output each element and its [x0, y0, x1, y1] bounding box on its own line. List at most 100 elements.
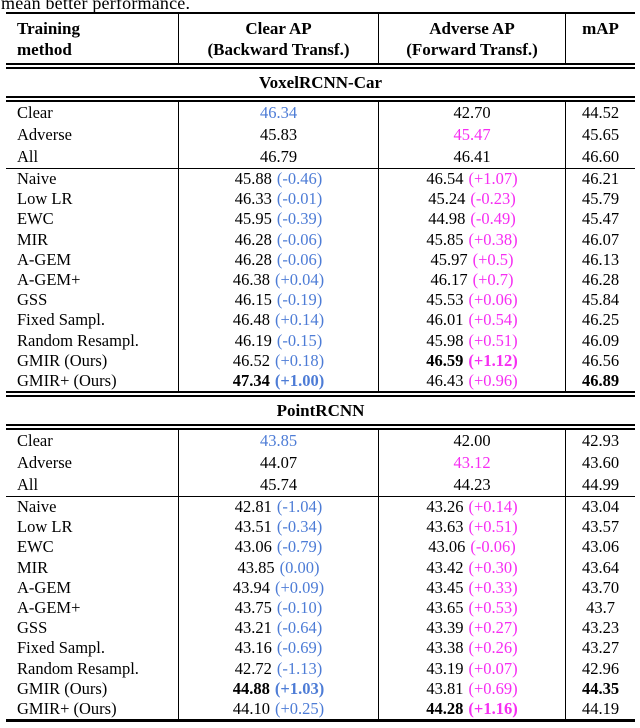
table-row: EWC 43.06 (-0.79) 43.06 (-0.06) 43.06 — [6, 537, 635, 558]
header-clear-ap: Clear AP (Backward Transf.) — [178, 14, 378, 63]
clear-ap-cell: 46.28 (-0.06) — [178, 229, 378, 250]
table-top-rule — [6, 12, 635, 14]
header-adverse-ap: Adverse AP (Forward Transf.) — [378, 14, 565, 63]
ap-value: 47.34 — [232, 370, 270, 390]
adverse-ap-cell: 46.17 (+0.7) — [378, 269, 565, 291]
method-cell: Naive — [17, 169, 57, 188]
adverse-ap-cell: 43.12 — [378, 452, 565, 475]
ap-delta: (+1.03) — [274, 678, 325, 698]
method-cell: All — [17, 147, 39, 166]
adverse-ap-cell: 44.28 (+1.16) — [378, 698, 565, 720]
ap-delta: (+0.33) — [468, 577, 518, 597]
table-row: Random Resampl. 42.72 (-1.13) 43.19 (+0.07) 4… — [6, 658, 635, 679]
ap-value: 46.59 — [426, 350, 464, 370]
ap-value: 45.97 — [430, 249, 468, 269]
adverse-ap-cell: 45.98 (+0.51) — [378, 330, 565, 351]
ap-value: 43.51 — [234, 517, 272, 537]
ap-delta: (-0.34) — [276, 517, 323, 537]
clear-ap-cell: 46.28 (-0.06) — [178, 249, 378, 270]
method-cell: Adverse — [17, 125, 72, 144]
clear-ap-cell: 46.38 (+0.04) — [178, 269, 378, 291]
ap-delta: (+0.69) — [468, 678, 518, 698]
ap-value: 44.10 — [232, 698, 270, 718]
ap-value: 43.42 — [426, 557, 464, 577]
ap-value: 43.65 — [426, 598, 464, 617]
ap-delta: (-0.06) — [276, 229, 323, 249]
ap-value: 43.81 — [426, 678, 464, 698]
map-cell: 43.57 — [565, 517, 635, 538]
ap-delta: (0.00) — [279, 557, 320, 577]
ap-value: 45.84 — [581, 290, 620, 310]
ap-value: 43.16 — [234, 638, 272, 658]
ap-delta: (-0.10) — [276, 598, 323, 617]
ap-value: 46.52 — [232, 350, 270, 370]
adverse-ap-cell: 43.65 (+0.53) — [378, 598, 565, 619]
ap-delta: (-0.01) — [276, 189, 323, 209]
adverse-ap-cell: 43.39 (+0.27) — [378, 618, 565, 639]
map-cell: 46.07 — [565, 229, 635, 250]
ap-value: 45.95 — [234, 209, 272, 229]
table-row: Fixed Sampl. 46.48 (+0.14) 46.01 (+0.54) 46.2… — [6, 310, 635, 331]
clear-ap-cell: 43.94 (+0.09) — [178, 577, 378, 599]
table-bottom-rule — [6, 719, 635, 723]
table-row: Low LR 43.51 (-0.34) 43.63 (+0.51) 43.57 — [6, 517, 635, 538]
map-cell: 46.25 — [565, 310, 635, 331]
ap-delta: (-0.15) — [276, 330, 323, 350]
adverse-ap-cell: 43.45 (+0.33) — [378, 577, 565, 599]
adverse-ap-cell: 43.42 (+0.30) — [378, 557, 565, 578]
method-cell: GSS — [17, 618, 48, 638]
header-map-label: mAP — [582, 19, 619, 38]
ap-delta: (+0.14) — [274, 310, 325, 330]
ap-value: 45.74 — [259, 475, 298, 495]
ap-delta: (-0.19) — [276, 290, 323, 310]
map-cell: 44.35 — [565, 678, 635, 699]
section-title: PointRCNN — [276, 401, 365, 421]
ap-value: 45.65 — [581, 125, 620, 144]
table-row: GSS 46.15 (-0.19) 45.53 (+0.06) 45.84 — [6, 290, 635, 311]
table-row: A-GEM+ 46.38 (+0.04) 46.17 (+0.7) 46.28 — [6, 269, 635, 291]
ap-delta: (+0.26) — [468, 638, 518, 658]
clear-ap-cell: 46.33 (-0.01) — [178, 189, 378, 210]
ap-value: 43.06 — [234, 537, 272, 557]
map-cell: 43.27 — [565, 638, 635, 659]
ap-value: 43.45 — [426, 577, 464, 597]
ap-delta: (-0.79) — [276, 537, 323, 557]
table-row: Random Resampl. 46.19 (-0.15) 45.98 (+0.51) 4… — [6, 330, 635, 351]
ap-value: 42.93 — [581, 431, 620, 451]
ap-value: 46.25 — [581, 310, 620, 330]
table-row: Adverse 44.07 43.12 43.60 — [6, 452, 635, 475]
ap-value: 44.35 — [581, 678, 620, 698]
table-row: A-GEM+ 43.75 (-0.10) 43.65 (+0.53) 43.7 — [6, 598, 635, 619]
ap-value: 44.28 — [426, 698, 464, 718]
ap-delta: (+1.16) — [468, 698, 518, 718]
method-cell: GMIR (Ours) — [17, 350, 108, 370]
ap-value: 43.21 — [234, 618, 272, 638]
header-clear-ap-line2: (Backward Transf.) — [207, 40, 350, 59]
ap-delta: (-0.49) — [470, 209, 516, 229]
map-cell: 46.28 — [565, 269, 635, 291]
ap-delta: (+0.04) — [274, 269, 325, 289]
adverse-ap-cell: 43.19 (+0.07) — [378, 658, 565, 679]
method-cell: A-GEM — [17, 577, 72, 597]
adverse-ap-cell: 42.70 — [378, 102, 565, 124]
table-row: MIR 43.85 (0.00) 43.42 (+0.30) 43.64 — [6, 557, 635, 578]
ap-delta: (+0.5) — [472, 249, 514, 269]
table-row: GMIR (Ours) 46.52 (+0.18) 46.59 (+1.12) 46.56 — [6, 350, 635, 371]
ap-value: 45.79 — [581, 189, 620, 209]
table-row: A-GEM 43.94 (+0.09) 43.45 (+0.33) 43.70 — [6, 577, 635, 599]
map-cell: 46.89 — [565, 370, 635, 392]
ap-value: 46.09 — [581, 330, 620, 350]
method-cell: GMIR (Ours) — [17, 678, 108, 698]
section-top-rule — [6, 391, 635, 398]
ap-value: 43.85 — [259, 431, 298, 451]
clear-ap-cell: 43.85 — [178, 430, 378, 453]
ap-value: 43.12 — [453, 453, 491, 473]
method-cell: Low LR — [17, 189, 73, 209]
method-cell: A-GEM+ — [17, 269, 81, 289]
method-cell: A-GEM — [17, 249, 72, 269]
adverse-ap-cell: 43.63 (+0.51) — [378, 517, 565, 538]
ap-value: 45.85 — [426, 229, 464, 249]
header-clear-ap-line1: Clear AP — [245, 19, 312, 38]
method-cell: MIR — [17, 229, 49, 249]
adverse-ap-cell: 45.24 (-0.23) — [378, 189, 565, 210]
